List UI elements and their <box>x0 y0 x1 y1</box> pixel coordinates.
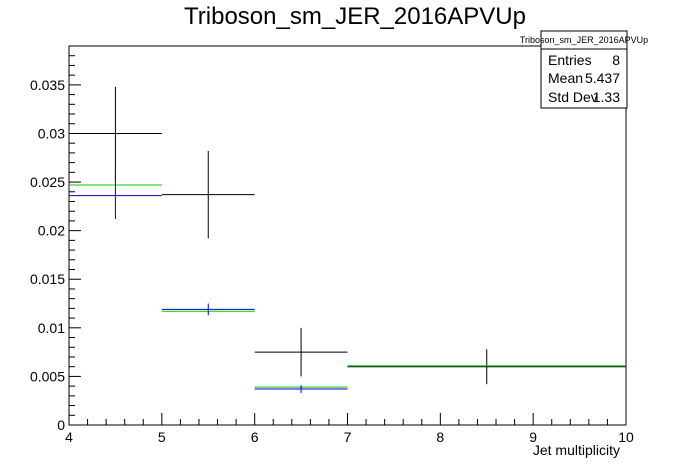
x-tick-label: 8 <box>436 429 444 445</box>
chart-title: Triboson_sm_JER_2016APVUp <box>184 3 526 30</box>
y-tick-label: 0 <box>57 417 65 433</box>
series-layer <box>69 86 626 393</box>
y-axis: 0 0.005 0.01 0.015 0.02 0.025 0.03 0.035 <box>30 45 81 433</box>
y-tick-label: 0.035 <box>30 77 65 93</box>
y-tick-label: 0.005 <box>30 368 65 384</box>
stats-stddev-label: Std Dev <box>548 89 598 105</box>
y-tick-label: 0.025 <box>30 174 65 190</box>
y-tick-label: 0.01 <box>38 320 65 336</box>
stats-mean-value: 5.437 <box>585 70 620 86</box>
series-2 <box>69 172 348 393</box>
stats-box-title: Triboson_sm_JER_2016APVUp <box>520 35 648 45</box>
series-0 <box>69 86 626 385</box>
stats-mean-label: Mean <box>548 70 583 86</box>
x-axis: 4 5 6 7 8 9 10 <box>65 413 634 445</box>
stats-entries-label: Entries <box>548 52 592 68</box>
y-tick-label: 0.03 <box>38 125 65 141</box>
series-1 <box>69 184 626 388</box>
x-tick-label: 10 <box>618 429 634 445</box>
x-tick-label: 4 <box>65 429 73 445</box>
y-tick-label: 0.02 <box>38 223 65 239</box>
stats-stddev-value: 1.33 <box>593 89 620 105</box>
x-tick-label: 9 <box>529 429 537 445</box>
stats-box: Triboson_sm_JER_2016APVUp Entries 8 Mean… <box>520 30 648 109</box>
stats-entries-value: 8 <box>612 52 620 68</box>
x-axis-label: Jet multiplicity <box>533 442 620 458</box>
x-tick-label: 6 <box>251 429 259 445</box>
stats-box-frame <box>540 30 628 109</box>
y-tick-label: 0.015 <box>30 271 65 287</box>
x-tick-label: 5 <box>158 429 166 445</box>
x-tick-label: 7 <box>344 429 352 445</box>
